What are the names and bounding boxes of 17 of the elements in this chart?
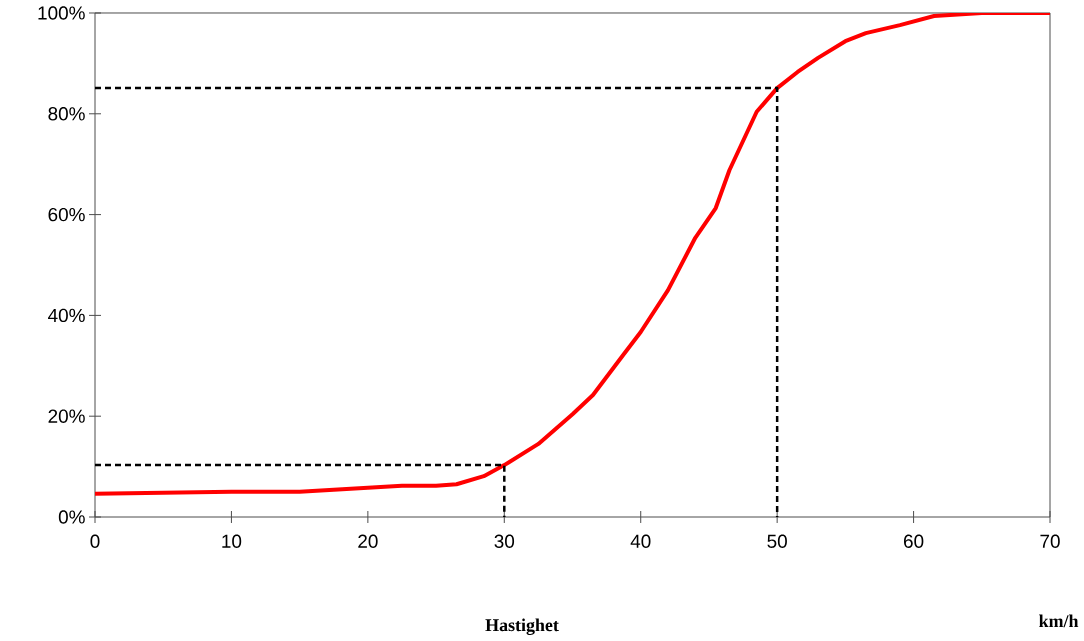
x-tick-label: 60: [904, 534, 924, 548]
x-tick-label: 40: [630, 534, 651, 548]
y-tick-label: 20%: [48, 409, 85, 423]
x-tick-label: 10: [222, 534, 242, 548]
y-tick-label: 80%: [48, 107, 85, 121]
line-series: [95, 12, 1051, 496]
y-tick-label: 60%: [48, 207, 85, 222]
y-tick-label: 100%: [38, 6, 85, 20]
x-tick-label: 0: [90, 534, 100, 548]
y-tick-label: 40%: [48, 308, 85, 323]
x-tick-label: 20: [358, 534, 378, 548]
x-tick-label: 30: [494, 534, 515, 548]
text: km/h: [1039, 614, 1079, 628]
x-axis-title: Hastighet: [485, 618, 559, 635]
x-tick-label: 50: [767, 534, 787, 548]
x-tick-label: 70: [1040, 534, 1060, 548]
y-tick-label: 0%: [58, 510, 85, 524]
